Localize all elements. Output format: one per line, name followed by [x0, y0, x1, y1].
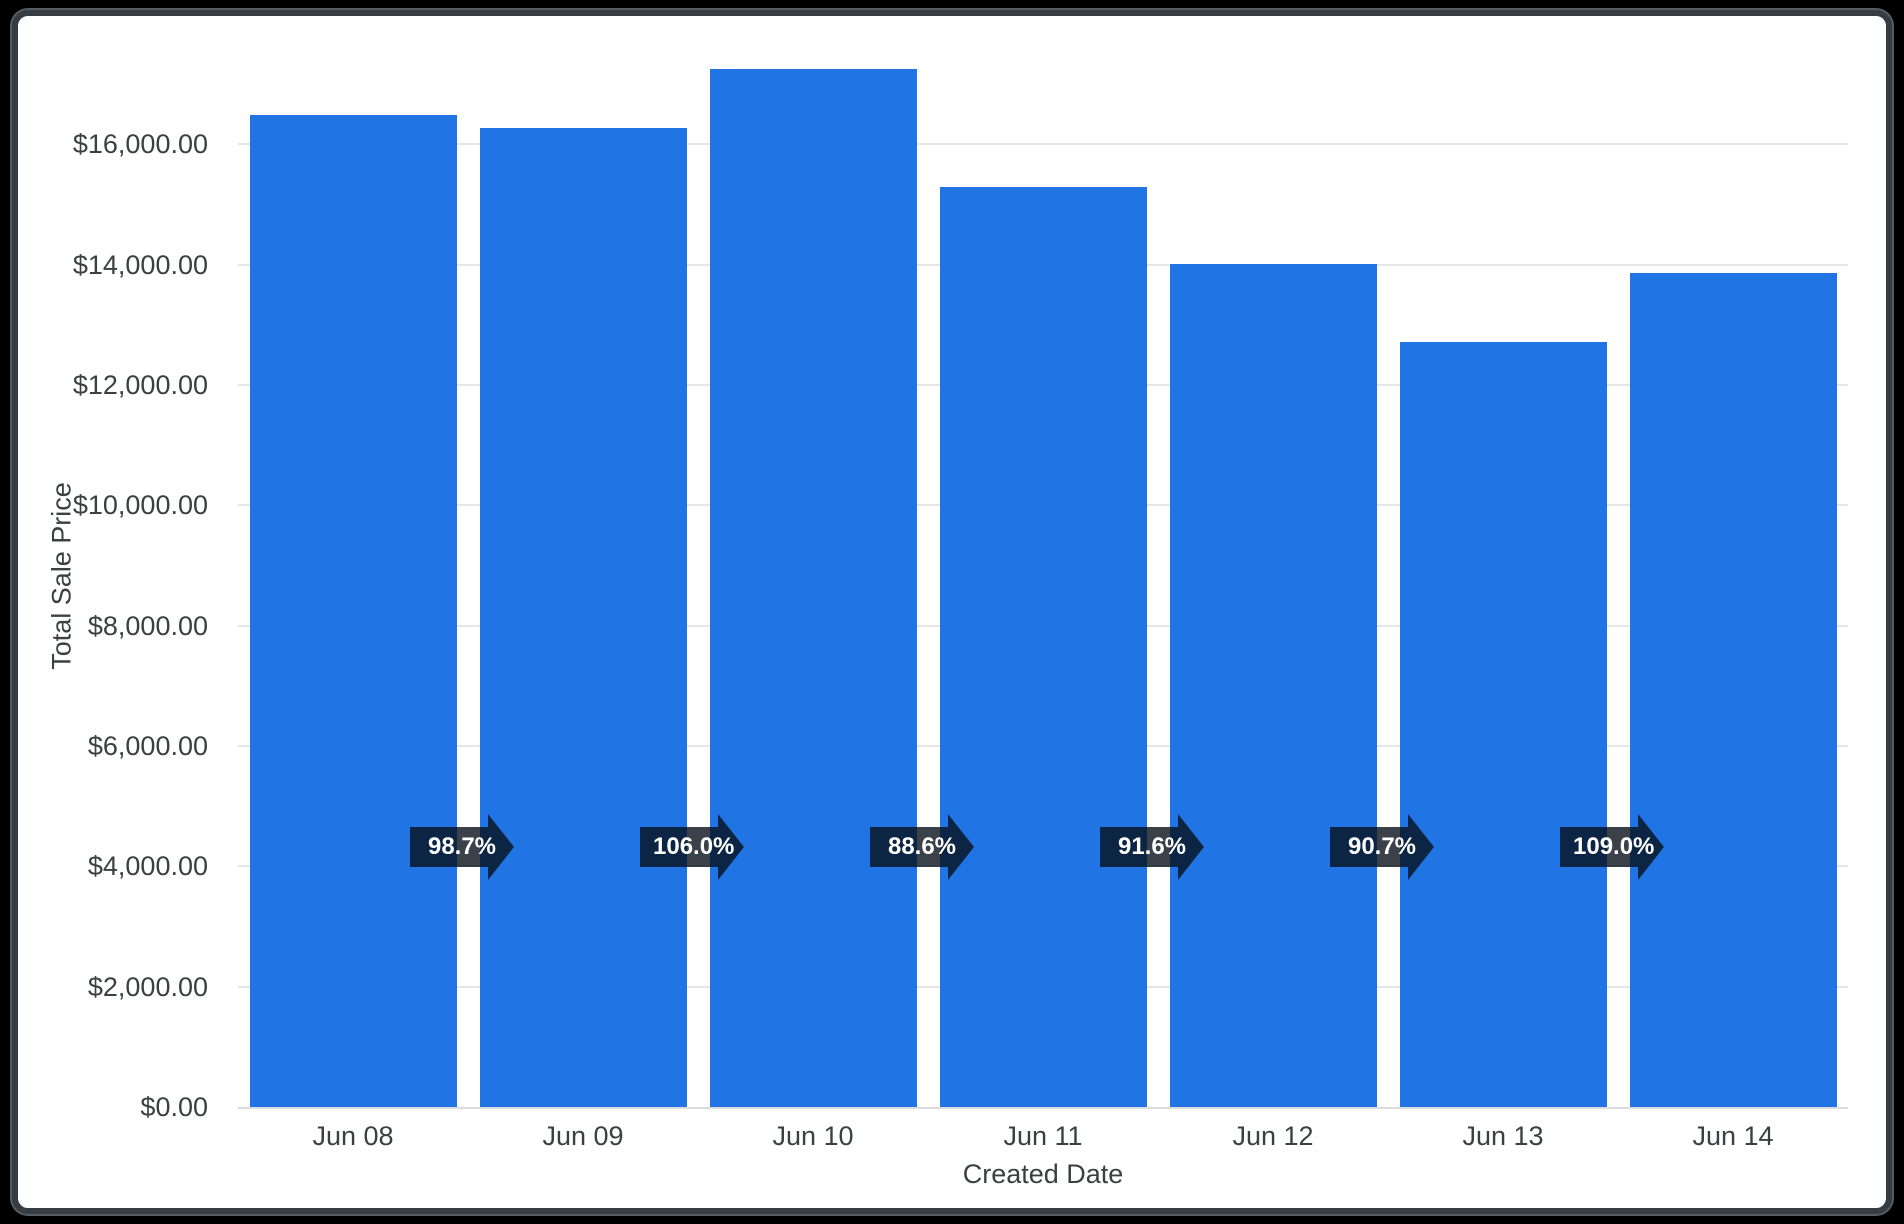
bar-jun-13[interactable]	[1399, 341, 1607, 1107]
y-tick-label: $6,000.00	[87, 730, 208, 761]
x-tick-label: Jun 12	[1232, 1121, 1314, 1151]
y-tick-label: $16,000.00	[72, 129, 208, 160]
y-tick-label: $2,000.00	[87, 971, 208, 1002]
percent-change-label: 91.6%	[1117, 833, 1187, 860]
plot-area: 98.7% 106.0% 88.6% 91.6% 90.7% 109.0%	[238, 45, 1848, 1109]
chart-card: Total Sale Price 98.7% 106.0% 88.6% 91.6% 90…	[12, 10, 1892, 1214]
bar-jun-08[interactable]	[249, 115, 457, 1107]
percent-change-label: 109.0%	[1573, 833, 1655, 860]
bar-jun-10[interactable]	[709, 69, 917, 1107]
bar-jun-09[interactable]	[479, 128, 687, 1107]
bar-jun-11[interactable]	[939, 187, 1147, 1107]
percent-change-label: 90.7%	[1347, 833, 1417, 860]
x-tick-label: Jun 14	[1692, 1121, 1774, 1151]
bar-jun-12[interactable]	[1169, 264, 1377, 1107]
y-tick-label: $4,000.00	[87, 851, 208, 882]
y-tick-label: $10,000.00	[72, 490, 208, 521]
x-tick-label: Jun 08	[312, 1121, 394, 1151]
x-tick-label: Jun 13	[1462, 1121, 1544, 1151]
x-axis-title: Created Date	[962, 1159, 1124, 1189]
gridline	[238, 143, 1848, 146]
x-tick-label: Jun 09	[542, 1121, 624, 1151]
y-tick-label: $12,000.00	[72, 369, 208, 400]
y-tick-label: $0.00	[140, 1092, 208, 1122]
percent-change-label: 88.6%	[887, 833, 957, 860]
y-tick-label: $14,000.00	[72, 249, 208, 280]
chart-area: Total Sale Price 98.7% 106.0% 88.6% 91.6% 90…	[18, 16, 1886, 1208]
x-tick-label: Jun 10	[772, 1121, 854, 1151]
x-tick-label: Jun 11	[1003, 1121, 1083, 1151]
y-tick-label: $8,000.00	[87, 610, 208, 641]
percent-change-label: 106.0%	[653, 833, 735, 860]
bar-jun-14[interactable]	[1629, 273, 1837, 1107]
percent-change-label: 98.7%	[427, 833, 497, 860]
